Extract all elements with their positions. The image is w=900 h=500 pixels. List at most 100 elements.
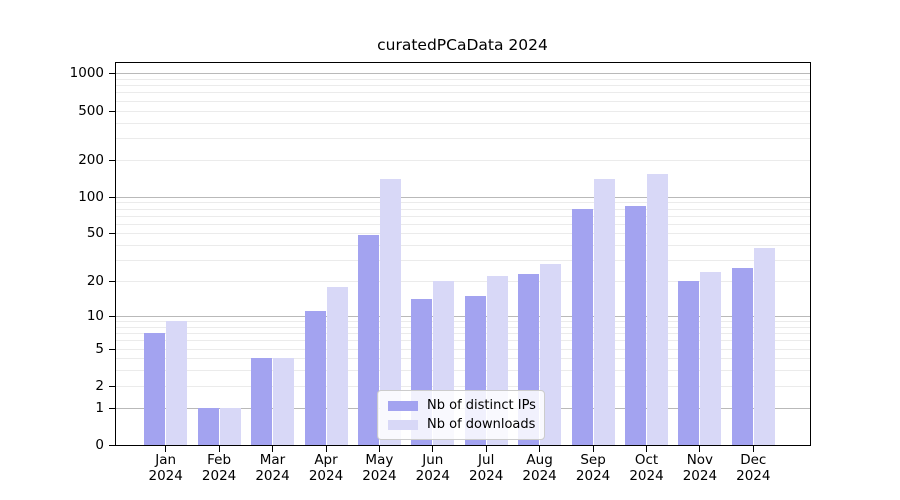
x-tick-label: Jan 2024 xyxy=(148,452,183,484)
x-tick xyxy=(165,446,167,452)
y-tick-label: 1000 xyxy=(69,65,104,82)
x-tick-label: Apr 2024 xyxy=(308,452,344,484)
bar-distinct-ips-oct xyxy=(625,205,646,445)
bar-downloads-may xyxy=(379,178,401,445)
y-tick-label: 500 xyxy=(78,102,104,119)
y-gridline-minor xyxy=(116,260,810,262)
bar-downloads-feb xyxy=(219,407,241,445)
bar-downloads-jan xyxy=(166,321,188,445)
bar-distinct-ips-nov xyxy=(678,281,700,445)
y-tick-label: 50 xyxy=(86,225,104,242)
x-tick-label: Dec 2024 xyxy=(736,452,771,484)
y-gridline-minor xyxy=(116,340,810,342)
y-gridline-minor xyxy=(116,233,810,235)
y-tick xyxy=(109,407,115,409)
y-tick xyxy=(109,110,115,112)
x-tick xyxy=(325,446,327,452)
y-gridline-minor xyxy=(116,358,810,360)
y-tick xyxy=(109,159,115,161)
x-tick-label: Jul 2024 xyxy=(469,452,504,484)
legend-label-distinct-ips: Nb of distinct IPs xyxy=(427,398,536,413)
legend-swatch-downloads xyxy=(388,419,418,430)
y-gridline-minor xyxy=(116,245,810,247)
y-gridline-minor xyxy=(116,321,810,323)
y-gridline-minor xyxy=(116,110,810,112)
y-tick xyxy=(109,385,115,387)
y-tick-label: 100 xyxy=(78,188,104,205)
x-tick-label: Nov 2024 xyxy=(682,452,718,484)
bar-downloads-apr xyxy=(326,286,348,445)
y-gridline-minor xyxy=(116,202,810,204)
y-tick xyxy=(109,233,115,235)
x-tick xyxy=(378,446,380,452)
bar-downloads-nov xyxy=(700,271,722,445)
y-tick-label: 10 xyxy=(86,308,104,324)
bar-distinct-ips-sep xyxy=(571,208,593,445)
y-gridline-minor xyxy=(116,137,810,139)
y-tick-label: 0 xyxy=(95,437,104,453)
x-tick-label: Sep 2024 xyxy=(575,452,611,484)
y-gridline-minor xyxy=(116,208,810,210)
y-gridline-minor xyxy=(116,326,810,328)
y-tick-label: 20 xyxy=(86,273,104,290)
x-tick xyxy=(752,446,754,452)
bar-distinct-ips-feb xyxy=(197,407,219,445)
y-gridline-minor xyxy=(116,385,810,387)
x-tick-label: Oct 2024 xyxy=(629,452,664,484)
legend-swatch-distinct-ips xyxy=(388,400,418,411)
bar-downloads-sep xyxy=(593,178,615,445)
y-tick xyxy=(109,316,115,317)
y-gridline-minor xyxy=(116,78,810,80)
y-gridline-minor xyxy=(116,370,810,372)
x-tick-label: May 2024 xyxy=(362,452,397,484)
y-tick xyxy=(109,445,115,446)
bar-distinct-ips-may xyxy=(357,234,379,445)
bar-distinct-ips-jan xyxy=(144,333,166,445)
x-tick xyxy=(592,446,594,452)
y-gridline-major xyxy=(116,73,810,75)
y-tick xyxy=(109,73,115,75)
y-tick xyxy=(109,348,115,350)
bar-distinct-ips-dec xyxy=(731,267,753,445)
y-tick xyxy=(109,196,115,198)
y-gridline-minor xyxy=(116,223,810,225)
x-tick xyxy=(432,446,434,452)
y-gridline-minor xyxy=(116,100,810,102)
bar-downloads-oct xyxy=(647,173,668,445)
x-tick xyxy=(699,446,701,452)
x-tick xyxy=(272,446,273,452)
y-gridline-major xyxy=(116,196,810,198)
legend: Nb of distinct IPs Nb of downloads xyxy=(377,390,545,440)
x-tick-label: Aug 2024 xyxy=(522,452,557,484)
y-tick-label: 5 xyxy=(95,340,104,357)
bar-downloads-dec xyxy=(753,247,775,445)
y-tick xyxy=(109,281,115,283)
bar-distinct-ips-mar xyxy=(251,358,272,445)
y-gridline-minor xyxy=(116,348,810,350)
y-gridline-minor xyxy=(116,92,810,94)
x-tick-label: Mar 2024 xyxy=(255,452,290,484)
y-gridline-minor xyxy=(116,85,810,87)
y-tick-label: 200 xyxy=(78,151,104,168)
y-gridline-minor xyxy=(116,122,810,124)
y-gridline-minor xyxy=(116,281,810,283)
y-tick-label: 1 xyxy=(95,399,104,416)
chart-title: curatedPCaData 2024 xyxy=(377,36,548,54)
x-tick xyxy=(539,446,541,452)
y-gridline-minor xyxy=(116,159,810,161)
y-gridline-minor xyxy=(116,215,810,217)
legend-label-downloads: Nb of downloads xyxy=(427,417,536,432)
bar-downloads-aug xyxy=(540,263,562,445)
legend-item-distinct-ips: Nb of distinct IPs xyxy=(388,396,536,415)
x-tick xyxy=(218,446,220,452)
y-gridline-minor xyxy=(116,333,810,335)
y-tick-label: 2 xyxy=(95,377,104,394)
x-tick xyxy=(485,446,487,452)
bar-distinct-ips-apr xyxy=(304,311,326,445)
bar-downloads-mar xyxy=(273,358,294,445)
x-tick-label: Jun 2024 xyxy=(415,452,450,484)
legend-item-downloads: Nb of downloads xyxy=(388,415,536,434)
y-gridline-major xyxy=(116,316,810,317)
x-tick-label: Feb 2024 xyxy=(201,452,237,484)
